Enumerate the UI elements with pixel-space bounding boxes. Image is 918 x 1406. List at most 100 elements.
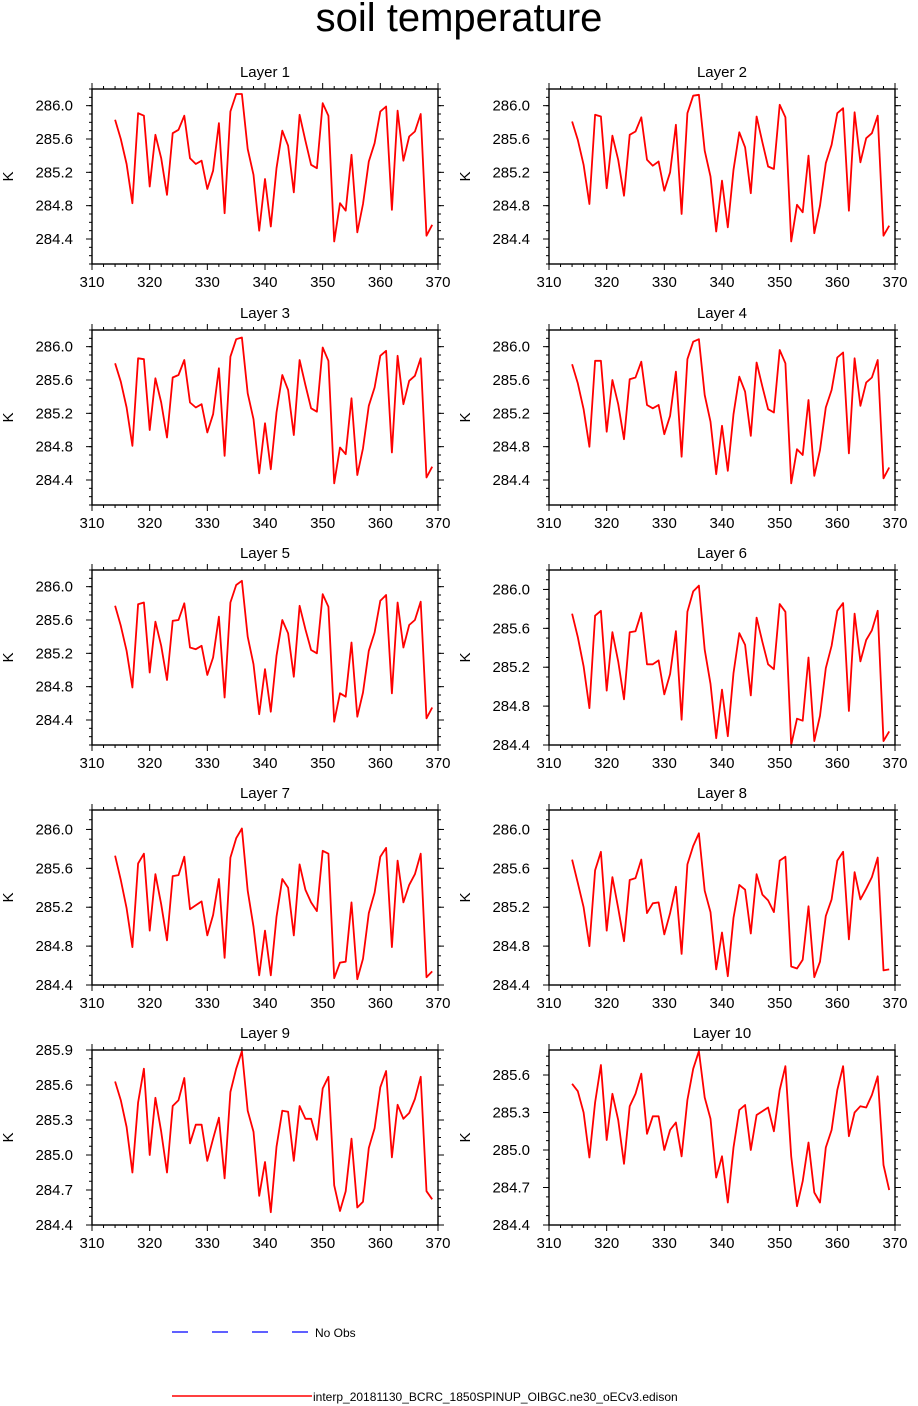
panel-4-frame [548, 329, 896, 506]
panel-1-ylabel: K [0, 171, 17, 181]
panel-1-series-line [114, 93, 433, 243]
panel-6-ytick-label: 285.2 [492, 659, 530, 676]
panel-1-ytick-label: 284.4 [35, 231, 73, 248]
panel-2-xtick-label: 320 [594, 274, 619, 291]
panel-6-xtick-label: 350 [767, 755, 792, 772]
panel-5-title: Layer 5 [240, 545, 290, 562]
legend-model-label: interp_20181130_BCRC_1850SPINUP_OIBGC.ne… [313, 1390, 678, 1404]
panel-1-ytick-label: 286.0 [35, 98, 73, 115]
panel-4-xtick-label: 350 [767, 515, 792, 532]
panel-9-xtick-label: 320 [137, 1235, 162, 1252]
panel-4-ytick-label: 285.6 [492, 372, 530, 389]
panel-7-ytick-label: 285.6 [35, 860, 73, 877]
panel-10-xtick-label: 310 [536, 1235, 561, 1252]
panel-2: Layer 2 K 310 320 330 340 350 360 370 284.4 284.8 2… [457, 64, 908, 291]
panel-4-ytick-label: 286.0 [492, 339, 530, 356]
panel-5: Layer 5 K 310 320 330 340 350 360 370 284.4 284.8 2… [0, 545, 451, 772]
panel-6: Layer 6 K 310 320 330 340 350 360 370 284.4 284.8 2… [457, 545, 908, 772]
panel-8-xtick-label: 350 [767, 995, 792, 1012]
panel-2-ylabel: K [457, 171, 474, 181]
panel-5-ytick-label: 284.4 [35, 712, 73, 729]
panel-2-xtick-label: 350 [767, 274, 792, 291]
panel-2-ytick-label: 286.0 [492, 98, 530, 115]
panel-2-ytick-label: 285.2 [492, 164, 530, 181]
panel-2-xtick-label: 310 [536, 274, 561, 291]
panel-3-xtick-label: 310 [79, 515, 104, 532]
panel-5-xtick-label: 350 [310, 755, 335, 772]
panel-7-ytick-label: 285.2 [35, 899, 73, 916]
panel-2-title: Layer 2 [697, 64, 747, 81]
panel-9-ytick-label: 285.9 [35, 1042, 73, 1059]
panel-5-xtick-label: 310 [79, 755, 104, 772]
panel-2-xtick-label: 340 [709, 274, 734, 291]
panel-7-ytick-label: 286.0 [35, 821, 73, 838]
panel-1-xtick-label: 340 [252, 274, 277, 291]
panel-5-xtick-label: 320 [137, 755, 162, 772]
panel-7-ytick-label: 284.4 [35, 977, 73, 994]
panel-9: Layer 9 K 310 320 330 340 350 360 370 284.4 284.7 2… [0, 1025, 451, 1252]
panel-6-xtick-label: 370 [882, 755, 907, 772]
panel-10-ylabel: K [457, 1132, 474, 1142]
legend-obs-line [172, 1331, 314, 1333]
panel-6-ytick-label: 284.8 [492, 698, 530, 715]
panel-9-ytick-label: 285.0 [35, 1147, 73, 1164]
panel-8-xtick-label: 360 [825, 995, 850, 1012]
panel-7-series-line [114, 827, 433, 981]
panel-8-xtick-label: 330 [652, 995, 677, 1012]
panel-8-xtick-label: 370 [882, 995, 907, 1012]
panel-7-ytick-label: 284.8 [35, 938, 73, 955]
panel-1-frame [91, 88, 439, 265]
panel-8-ylabel: K [457, 892, 474, 902]
panel-5-ytick-label: 285.6 [35, 612, 73, 629]
panel-9-xtick-label: 370 [425, 1235, 450, 1252]
panel-1-title: Layer 1 [240, 64, 290, 81]
panel-4-xtick-label: 330 [652, 515, 677, 532]
panel-4-series-line [571, 338, 890, 485]
panel-7-frame [91, 809, 439, 986]
panel-10-xtick-label: 340 [709, 1235, 734, 1252]
panel-4-ylabel: K [457, 412, 474, 422]
panel-8-xtick-label: 340 [709, 995, 734, 1012]
panel-7-xtick-label: 370 [425, 995, 450, 1012]
panel-6-ytick-label: 285.6 [492, 620, 530, 637]
panel-1-xtick-label: 330 [195, 274, 220, 291]
panel-8-ytick-label: 284.4 [492, 977, 530, 994]
panel-5-ytick-label: 285.2 [35, 645, 73, 662]
panel-7-xtick-label: 360 [368, 995, 393, 1012]
panel-9-frame [91, 1049, 439, 1226]
panel-8-frame [548, 809, 896, 986]
panel-1-xtick-label: 350 [310, 274, 335, 291]
panel-9-ytick-label: 284.7 [35, 1182, 73, 1199]
panel-2-xtick-label: 360 [825, 274, 850, 291]
panel-6-xtick-label: 360 [825, 755, 850, 772]
panel-8-xtick-label: 310 [536, 995, 561, 1012]
panel-4-title: Layer 4 [697, 305, 747, 322]
panel-1-ytick-label: 285.2 [35, 164, 73, 181]
panel-1: Layer 1 K 310 320 330 340 350 360 370 284.4 284.8 2… [0, 64, 451, 291]
panel-3-ytick-label: 284.8 [35, 439, 73, 456]
panel-10-xtick-label: 330 [652, 1235, 677, 1252]
panel-7-xtick-label: 330 [195, 995, 220, 1012]
panel-6-ytick-label: 286.0 [492, 581, 530, 598]
panel-6-xtick-label: 340 [709, 755, 734, 772]
panel-3-xtick-label: 370 [425, 515, 450, 532]
panel-5-xtick-label: 370 [425, 755, 450, 772]
panel-10-xtick-label: 360 [825, 1235, 850, 1252]
panel-8-ytick-label: 285.2 [492, 899, 530, 916]
panel-3-xtick-label: 330 [195, 515, 220, 532]
panel-3-frame [91, 329, 439, 506]
panel-6-frame [548, 569, 896, 746]
panel-9-ylabel: K [0, 1132, 17, 1142]
panel-6-ytick-label: 284.4 [492, 737, 530, 754]
panel-7-xtick-label: 340 [252, 995, 277, 1012]
panel-5-ytick-label: 284.8 [35, 679, 73, 696]
panel-6-xtick-label: 320 [594, 755, 619, 772]
panel-9-ytick-label: 284.4 [35, 1217, 73, 1234]
panel-7-xtick-label: 320 [137, 995, 162, 1012]
panel-10-series-line [571, 1050, 891, 1208]
panel-4-ytick-label: 284.8 [492, 439, 530, 456]
panel-2-ytick-label: 284.8 [492, 198, 530, 215]
panel-6-title: Layer 6 [697, 545, 747, 562]
panel-1-ytick-label: 284.8 [35, 198, 73, 215]
panel-4-xtick-label: 360 [825, 515, 850, 532]
